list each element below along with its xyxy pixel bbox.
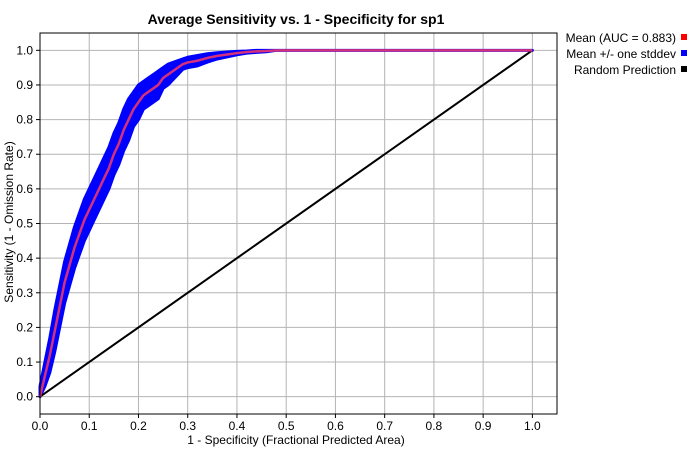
x-tick-label: 0.8 <box>426 419 443 433</box>
x-tick-label: 0.7 <box>376 419 393 433</box>
x-tick-label: 0.3 <box>179 419 196 433</box>
y-tick-label: 0.4 <box>16 251 33 265</box>
legend-swatch <box>681 66 687 72</box>
mean-line <box>38 49 533 397</box>
random-prediction-line <box>39 49 533 398</box>
chart-title: Average Sensitivity vs. 1 - Specificity … <box>148 11 445 27</box>
x-tick-label: 0.0 <box>32 419 49 433</box>
x-tick-label: 0.5 <box>278 419 295 433</box>
y-tick-label: 0.6 <box>16 182 33 196</box>
x-tick-label: 0.9 <box>475 419 492 433</box>
y-tick-label: 0.7 <box>16 147 33 161</box>
legend-swatch <box>681 34 687 40</box>
y-tick-label: 0.0 <box>16 390 33 404</box>
series-lines <box>38 49 533 398</box>
legend-entry-label: Random Prediction <box>574 63 676 77</box>
y-axis-ticks: 0.0 0.1 0.2 0.3 0.4 0.5 0.6 0.7 0.8 0.9 1.0 <box>16 43 40 404</box>
x-tick-label: 0.6 <box>327 419 344 433</box>
y-tick-label: 0.5 <box>16 217 33 231</box>
x-axis-label: 1 - Specificity (Fractional Predicted Ar… <box>187 433 404 447</box>
legend-entry-label: Mean +/- one stddev <box>566 47 676 61</box>
x-axis-ticks: 0.0 0.1 0.2 0.3 0.4 0.5 0.6 0.7 0.8 0.9 1.0 <box>32 414 541 433</box>
y-tick-label: 0.8 <box>16 113 33 127</box>
y-tick-label: 0.3 <box>16 286 33 300</box>
grid <box>39 33 557 414</box>
y-tick-label: 0.9 <box>16 78 33 92</box>
y-tick-label: 0.2 <box>16 320 33 334</box>
x-tick-label: 0.4 <box>229 419 246 433</box>
y-tick-label: 0.1 <box>16 355 33 369</box>
x-tick-label: 1.0 <box>524 419 541 433</box>
y-axis-label: Sensitivity (1 - Omission Rate) <box>2 141 16 302</box>
legend: Mean (AUC = 0.883) Mean +/- one stddev Ran… <box>566 31 687 77</box>
y-tick-label: 1.0 <box>16 43 33 57</box>
legend-swatch <box>681 50 687 56</box>
x-tick-label: 0.1 <box>81 419 98 433</box>
x-tick-label: 0.2 <box>130 419 147 433</box>
legend-entry-label: Mean (AUC = 0.883) <box>566 31 676 45</box>
